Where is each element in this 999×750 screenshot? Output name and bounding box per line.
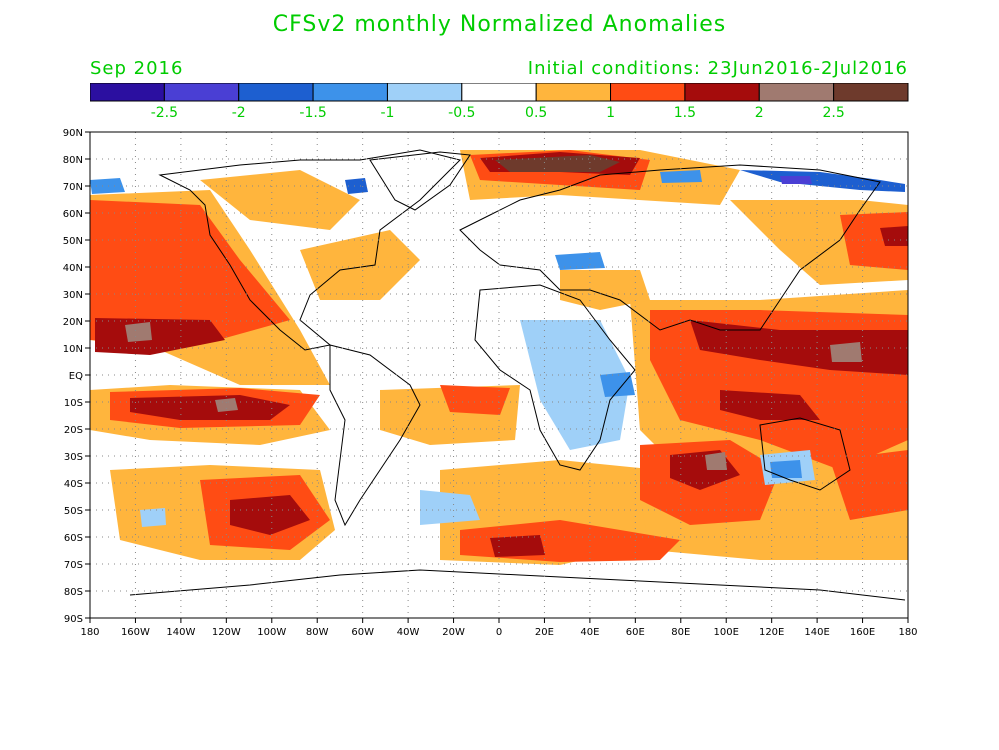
colorbar-tick-label: 2.5 [823,105,845,121]
latitude-label: 70N [63,182,83,193]
coastline-africa [474,284,636,471]
anomaly-region [560,270,650,310]
latitude-labels: 90N 80N 70N 60N 50N 40N 30N 20N 10N EQ 10S 20S 30S 40… [63,128,83,625]
longitude-label: 180 [898,627,917,638]
anomaly-region [130,395,290,420]
longitude-labels: 180 160W 140W 120W 100W 80W 60W 40W 20W 0 20E 40E 60… [80,627,917,638]
latitude-label: 80S [64,587,83,598]
latitude-label: 80N [63,155,83,166]
longitude-label: 40W [397,627,420,638]
longitude-label: 20E [535,627,554,638]
coastline-layer [129,149,906,601]
longitude-label: 120E [759,627,784,638]
latitude-label: 30N [63,290,83,301]
longitude-label: 40E [580,627,599,638]
anomaly-region [90,200,290,345]
gridlines [90,132,908,618]
latitude-label: 50N [63,236,83,247]
anomaly-region [720,390,820,420]
latitude-label: 40N [63,263,83,274]
anomaly-region [770,460,802,478]
latitude-label: 50S [64,506,83,517]
latitude-label: EQ [69,371,83,382]
anomaly-region [600,372,635,397]
latitude-label: 10N [63,344,83,355]
forecast-month-label: Sep 2016 [90,58,184,79]
colorbar-bin [833,83,909,102]
coastline-eurasia [459,164,881,331]
longitude-label: 0 [496,627,502,638]
longitude-label: 60W [351,627,374,638]
colorbar-tick-label: 1.5 [674,105,696,121]
latitude-label: 30S [64,452,83,463]
colorbar-tick-label: 0.5 [525,105,547,121]
longitude-label: 20W [442,627,465,638]
anomaly-region [555,252,605,270]
initial-conditions-label: Initial conditions: 23Jun2016-2Jul2016 [527,58,908,79]
coastline-australia [759,417,851,491]
latitude-label: 20S [64,425,83,436]
anomaly-region [140,508,166,527]
anomaly-region [705,452,727,470]
longitude-label: 140W [166,627,195,638]
anomaly-region [230,495,310,535]
anomaly-region [840,212,908,270]
longitude-label: 120W [212,627,241,638]
coastline-antarctica [129,569,906,601]
anomaly-region [880,226,908,246]
colorbar-tick-label: -2 [232,105,246,121]
latitude-label: 70S [64,560,83,571]
longitude-label: 100E [714,627,739,638]
latitude-label: 40S [64,479,83,490]
anomaly-region [660,170,702,183]
coastline-south-america [329,344,421,527]
anomaly-region [740,170,905,192]
coastline-north-america [158,149,461,351]
longitude-label: 100W [257,627,286,638]
anomaly-region [215,398,238,412]
anomaly-fill-layer [90,150,908,565]
colorbar-tick-label: 2 [755,105,764,121]
anomaly-region [520,320,630,450]
anomaly-region [90,178,125,194]
anomaly-region [780,176,812,184]
colorbar-tick-label: -0.5 [448,105,475,121]
latitude-label: 60S [64,533,83,544]
longitude-label: 180 [80,627,99,638]
anomaly-region [200,170,360,230]
longitude-label: 80E [671,627,690,638]
colorbar-tick-label: 1 [606,105,615,121]
anomaly-region [440,385,510,415]
longitude-label: 160W [121,627,150,638]
colorbar-tick-label: -2.5 [151,105,178,121]
colorbar-legend: -2.5 -2 -1.5 -1 -0.5 0.5 1 1.5 2 2.5 [90,83,909,121]
latitude-label: 10S [64,398,83,409]
colorbar-tick-label: -1 [380,105,394,121]
latitude-label: 90S [64,614,83,625]
latitude-label: 90N [63,128,83,139]
latitude-label: 20N [63,317,83,328]
colorbar-tick-label: -1.5 [299,105,326,121]
longitude-label: 80W [306,627,329,638]
anomaly-region [345,178,368,194]
anomaly-region [300,230,420,300]
longitude-label: 140E [804,627,829,638]
coastline-greenland [369,151,471,211]
anomaly-region [125,322,152,342]
axis-ticks [85,131,909,623]
longitude-label: 60E [626,627,645,638]
longitude-label: 160E [850,627,875,638]
anomaly-region [420,490,480,525]
chart-title: CFSv2 monthly Normalized Anomalies [272,12,727,37]
anomaly-region [830,342,862,362]
latitude-label: 60N [63,209,83,220]
anomaly-region [490,535,545,557]
